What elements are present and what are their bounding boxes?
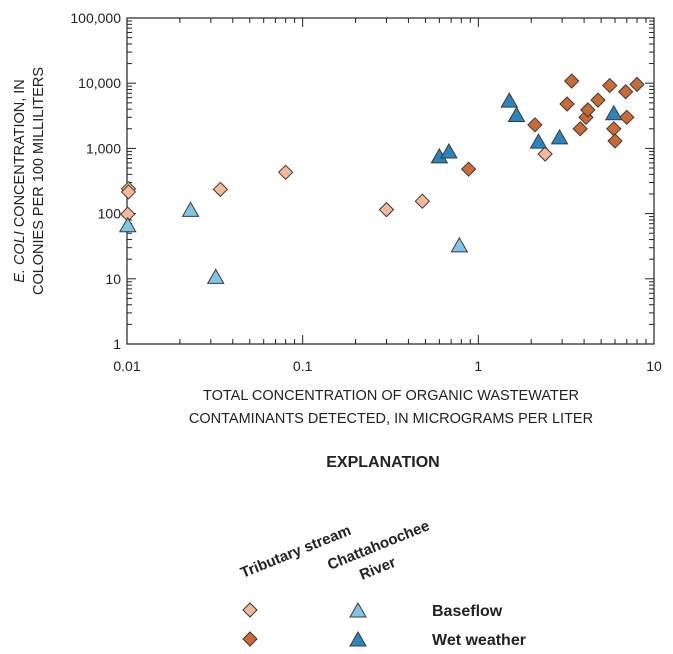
data-point-series-0 xyxy=(378,201,395,218)
data-point-series-1 xyxy=(606,121,622,137)
data-point-series-1 xyxy=(460,161,477,177)
x-axis-title-line-1: TOTAL CONCENTRATION OF ORGANIC WASTEWATE… xyxy=(203,388,579,404)
data-point-series-1 xyxy=(527,117,543,133)
y-tick-label: 100 xyxy=(98,206,122,222)
x-tick-label: 10 xyxy=(646,358,662,374)
plot-frame xyxy=(126,17,655,345)
y-tick-label: 1 xyxy=(113,336,121,352)
y-axis-title-line-1: E. COLI CONCENTRATION, IN xyxy=(12,79,28,283)
data-point-series-1 xyxy=(619,109,635,125)
data-point-series-2 xyxy=(118,216,137,233)
plot-axes: 0.01 0.1 1 10 1 10 100 1,000 10,000 100,000 xyxy=(70,10,662,374)
legend-column-tributary: Tributary stream xyxy=(238,522,353,582)
data-point-series-1 xyxy=(580,102,596,118)
data-point-series-3 xyxy=(604,104,623,121)
legend-symbol-river-wet xyxy=(349,630,367,647)
y-tick-label: 10 xyxy=(105,271,121,287)
legend-title: EXPLANATION xyxy=(326,454,439,471)
data-point-series-1 xyxy=(602,77,618,94)
data-point-series-0 xyxy=(212,181,229,198)
data-point-series-2 xyxy=(206,268,225,284)
data-point-series-1 xyxy=(559,96,575,112)
data-point-series-1 xyxy=(572,121,588,137)
data-point-series-3 xyxy=(529,133,548,149)
y-axis-title-rest: CONCENTRATION, IN xyxy=(12,79,28,231)
x-tick-label: 1 xyxy=(474,358,482,374)
legend-symbol-tributary-baseflow xyxy=(242,602,258,618)
y-tick-label: 1,000 xyxy=(86,140,121,156)
data-point-series-2 xyxy=(181,201,200,217)
legend: EXPLANATION Tributary stream Chattahooch… xyxy=(238,454,526,649)
data-point-series-1 xyxy=(607,133,623,149)
data-point-series-0 xyxy=(537,146,553,162)
data-point-series-3 xyxy=(500,92,519,108)
legend-row-baseflow: Baseflow xyxy=(432,603,503,620)
data-point-series-3 xyxy=(550,128,569,145)
legend-row-wet-weather: Wet weather xyxy=(432,632,526,649)
x-axis-title-line-2: CONTAMINANTS DETECTED, IN MICROGRAMS PER… xyxy=(189,411,593,427)
x-tick-label: 0.1 xyxy=(293,358,313,374)
y-axis-title-line-2: COLONIES PER 100 MILLILITERS xyxy=(31,67,47,295)
legend-symbol-river-baseflow xyxy=(349,601,367,618)
x-tick-label: 0.01 xyxy=(113,358,140,374)
y-tick-label: 10,000 xyxy=(78,75,121,91)
data-point-series-1 xyxy=(617,84,634,100)
data-point-series-2 xyxy=(450,236,469,253)
data-point-series-3 xyxy=(440,143,458,159)
data-point-series-1 xyxy=(590,92,606,108)
legend-symbols xyxy=(242,601,367,647)
data-point-series-1 xyxy=(563,73,580,89)
y-axis-title-italic: E. COLI xyxy=(12,231,28,283)
data-point-series-0 xyxy=(120,184,137,200)
data-point-series-0 xyxy=(277,164,294,181)
data-point-series-3 xyxy=(507,106,526,122)
data-points xyxy=(118,73,645,284)
data-point-series-1 xyxy=(629,76,645,93)
data-point-series-0 xyxy=(414,193,431,209)
legend-symbol-tributary-wet xyxy=(242,631,258,647)
y-tick-label: 100,000 xyxy=(70,10,121,26)
